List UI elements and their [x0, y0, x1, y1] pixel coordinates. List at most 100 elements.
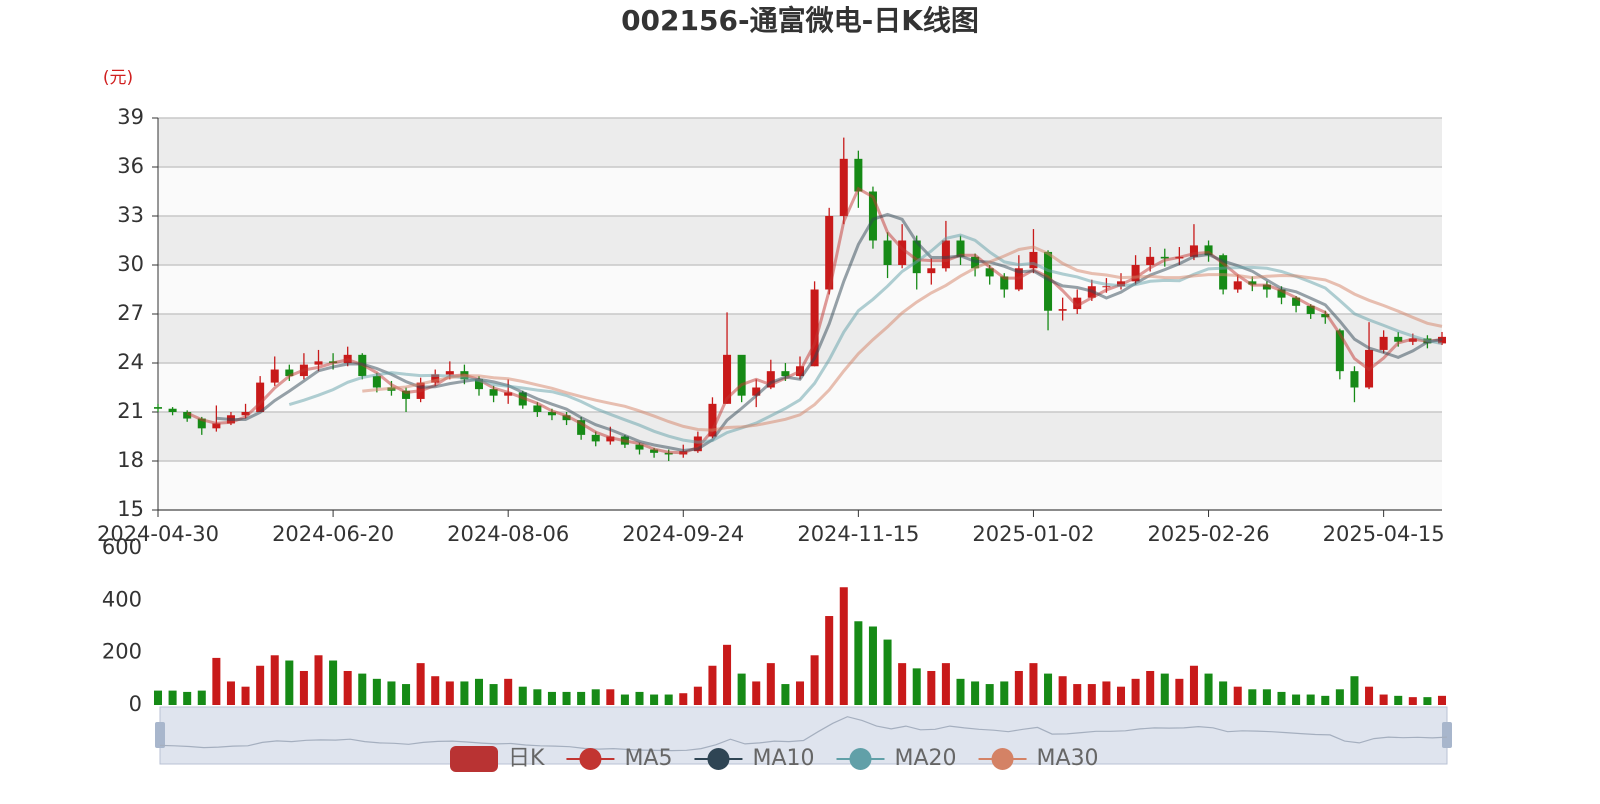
x-tick-label: 2025-02-26 — [1148, 522, 1270, 546]
candle-body — [256, 382, 265, 412]
volume-tick-label: 0 — [129, 692, 142, 716]
y-tick-label: 36 — [117, 154, 144, 178]
grid-band — [158, 412, 1442, 461]
candle-body — [285, 369, 294, 377]
candle-body — [431, 374, 440, 383]
plot-background — [158, 118, 1442, 510]
volume-bar — [606, 689, 615, 705]
legend-label: 日K — [508, 746, 545, 771]
grid-band — [158, 167, 1442, 216]
grid-band — [158, 216, 1442, 265]
candle-body — [1000, 276, 1009, 290]
volume-bar — [868, 626, 877, 705]
volume-bar — [591, 689, 600, 705]
candle-body — [825, 216, 834, 290]
candle-body — [504, 392, 513, 396]
x-tick-label: 2024-04-30 — [97, 522, 219, 546]
legend-icon-dot — [579, 748, 602, 770]
candle-body — [1131, 265, 1140, 282]
candle-body — [650, 449, 659, 453]
volume-bar — [693, 686, 702, 705]
ma-line — [216, 212, 1443, 453]
x-tick-label: 2025-04-15 — [1323, 522, 1445, 546]
volume-bar — [664, 694, 673, 705]
candle-body — [1029, 251, 1038, 269]
candle-body — [752, 387, 761, 396]
slider-handle-left[interactable] — [155, 722, 165, 748]
volume-bar — [1029, 663, 1038, 705]
candle-body — [985, 268, 994, 277]
legend-item[interactable]: MA5 — [566, 746, 672, 771]
volume-bar — [416, 663, 425, 705]
candle-body — [1189, 245, 1198, 257]
volume-bar — [912, 668, 921, 705]
data-zoom-slider[interactable] — [155, 706, 1452, 765]
volume-bar — [883, 639, 892, 705]
candle-body — [956, 240, 965, 257]
volume-bar — [402, 684, 411, 705]
legend-label: MA5 — [624, 746, 672, 771]
x-tick-label: 2025-01-02 — [972, 522, 1094, 546]
volume-bar — [1292, 694, 1301, 705]
candle-body — [1335, 330, 1344, 372]
candle-body — [1073, 297, 1082, 310]
volume-bar — [1365, 686, 1374, 705]
legend-item[interactable]: 日K — [450, 746, 545, 772]
volume-bar — [1379, 694, 1388, 705]
candle-body — [547, 412, 556, 416]
volume-bar — [1277, 691, 1286, 705]
candle-body — [1102, 286, 1111, 288]
slider-handle-right[interactable] — [1442, 722, 1452, 748]
volume-bar — [256, 665, 265, 705]
grid-band — [158, 461, 1442, 510]
volume-tick-label: 400 — [102, 587, 142, 611]
volume-bar — [270, 655, 279, 705]
volume-bar — [299, 670, 308, 705]
legend-item[interactable]: MA20 — [836, 746, 957, 771]
candle-body — [781, 371, 790, 377]
candle-body — [1058, 309, 1067, 311]
candle-body — [212, 423, 221, 429]
candle-body — [1204, 245, 1213, 256]
candle-body — [562, 415, 571, 421]
candle-body — [1306, 305, 1315, 314]
y-unit: (元) — [103, 68, 133, 88]
volume-bar — [1262, 689, 1271, 705]
volume-bar — [460, 681, 469, 705]
volume-bar — [635, 691, 644, 705]
volume-bar — [1248, 689, 1257, 705]
volume-bar — [898, 663, 907, 705]
candle-body — [941, 240, 950, 269]
candle-body — [270, 369, 279, 383]
candle-body — [489, 389, 498, 396]
legend-icon-dot — [991, 748, 1014, 770]
legend-item[interactable]: MA30 — [978, 746, 1099, 771]
volume-bar — [372, 678, 381, 705]
volume-bar — [1394, 695, 1403, 705]
volume-bar — [474, 678, 484, 705]
volume-bar — [1160, 673, 1169, 705]
volume-bar — [1131, 678, 1140, 705]
candle-body — [241, 412, 250, 416]
volume-bar — [723, 644, 732, 705]
grid-band — [158, 265, 1442, 314]
volume-bar — [343, 670, 352, 705]
candle-body — [854, 158, 863, 192]
volume-bar — [1073, 684, 1082, 705]
volume-bar — [1408, 697, 1417, 705]
volume-bar — [285, 660, 294, 705]
candle-body — [168, 408, 177, 412]
candle-body — [1379, 336, 1388, 350]
volume-bar — [854, 621, 863, 705]
candle-body — [1277, 289, 1286, 298]
volume-bar — [1044, 673, 1053, 705]
volume-bar — [1437, 695, 1447, 705]
legend-item[interactable]: MA10 — [694, 746, 815, 771]
candle-body — [1262, 284, 1271, 290]
volume-tick-label: 600 — [102, 535, 142, 559]
candle-body — [1350, 371, 1359, 388]
volume-bar — [1233, 686, 1242, 705]
grid-band — [158, 314, 1442, 363]
candle-body — [474, 379, 484, 390]
legend: 日K MA5 MA10 MA20 MA30 — [450, 746, 1099, 772]
